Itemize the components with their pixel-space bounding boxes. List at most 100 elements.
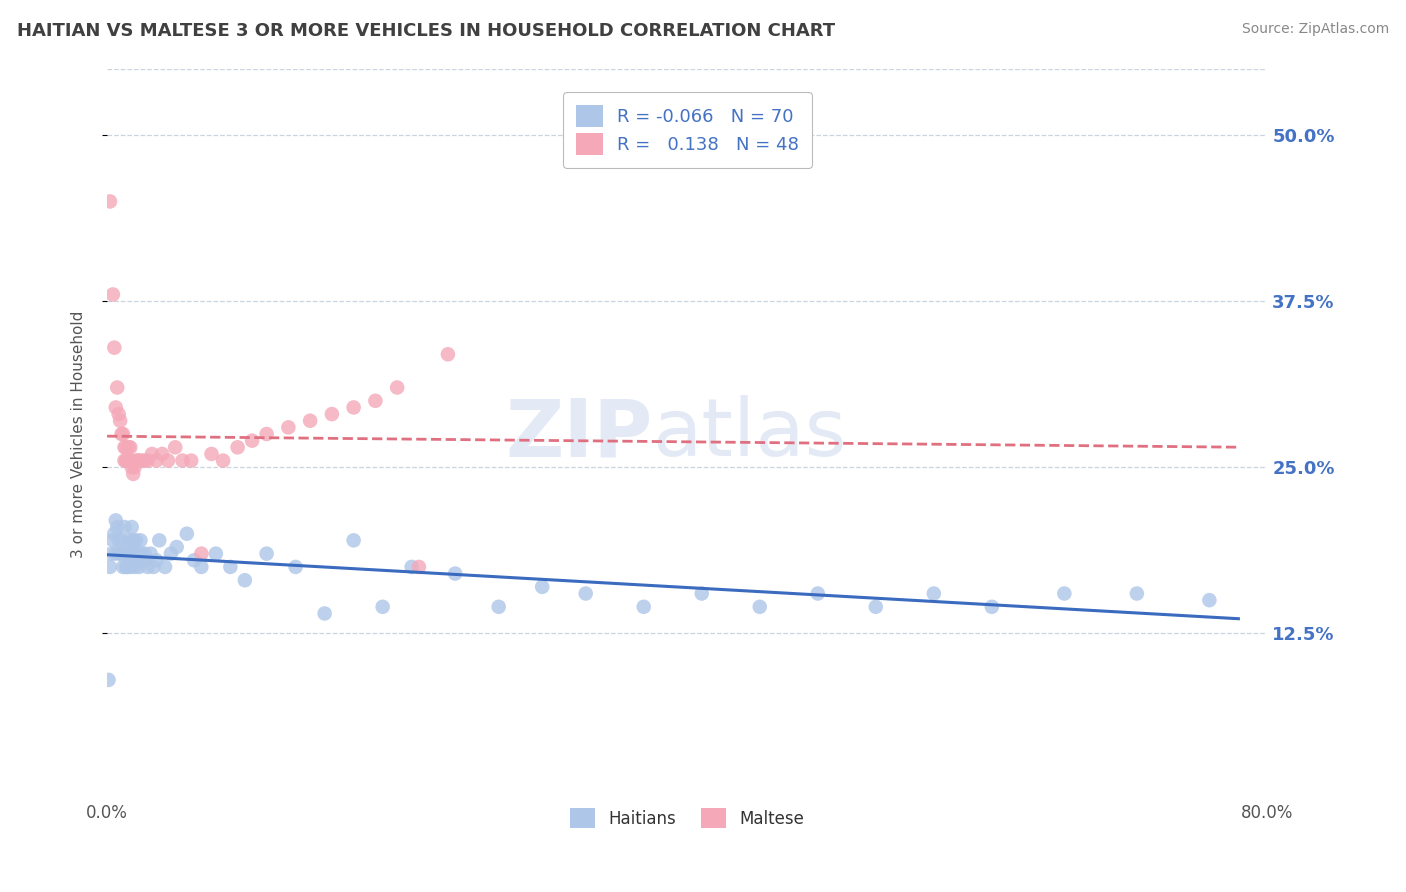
Point bbox=[205, 547, 228, 561]
Point bbox=[299, 414, 322, 428]
Point bbox=[531, 580, 554, 594]
Point bbox=[114, 453, 136, 467]
Point bbox=[314, 607, 336, 621]
Point bbox=[125, 453, 148, 467]
Point bbox=[865, 599, 887, 614]
Point bbox=[110, 427, 132, 442]
Point bbox=[136, 560, 159, 574]
Point bbox=[129, 533, 152, 548]
Text: HAITIAN VS MALTESE 3 OR MORE VEHICLES IN HOUSEHOLD CORRELATION CHART: HAITIAN VS MALTESE 3 OR MORE VEHICLES IN… bbox=[17, 22, 835, 40]
Point bbox=[105, 520, 128, 534]
Point bbox=[180, 453, 202, 467]
Point bbox=[240, 434, 263, 448]
Point bbox=[112, 427, 135, 442]
Point bbox=[128, 453, 150, 467]
Point bbox=[104, 513, 127, 527]
Point bbox=[160, 547, 183, 561]
Point bbox=[190, 547, 212, 561]
Point bbox=[136, 453, 159, 467]
Point bbox=[128, 560, 150, 574]
Point bbox=[103, 341, 125, 355]
Point bbox=[100, 547, 122, 561]
Point bbox=[122, 553, 145, 567]
Point bbox=[190, 560, 212, 574]
Point bbox=[1053, 586, 1076, 600]
Point bbox=[156, 453, 179, 467]
Point bbox=[150, 447, 173, 461]
Point bbox=[385, 380, 408, 394]
Point bbox=[401, 560, 423, 574]
Point bbox=[101, 533, 124, 548]
Point bbox=[110, 547, 132, 561]
Point bbox=[575, 586, 598, 600]
Point bbox=[980, 599, 1002, 614]
Point bbox=[120, 560, 142, 574]
Point bbox=[172, 453, 194, 467]
Point bbox=[142, 560, 165, 574]
Point bbox=[115, 560, 138, 574]
Y-axis label: 3 or more Vehicles in Household: 3 or more Vehicles in Household bbox=[72, 310, 86, 558]
Point bbox=[364, 393, 387, 408]
Point bbox=[131, 547, 153, 561]
Point bbox=[343, 401, 366, 415]
Point bbox=[807, 586, 830, 600]
Point bbox=[121, 520, 143, 534]
Point bbox=[256, 427, 278, 442]
Point bbox=[690, 586, 713, 600]
Point bbox=[132, 553, 155, 567]
Point bbox=[127, 453, 149, 467]
Point bbox=[120, 540, 142, 554]
Point bbox=[212, 453, 235, 467]
Point bbox=[226, 440, 249, 454]
Point bbox=[284, 560, 307, 574]
Point bbox=[117, 560, 139, 574]
Point bbox=[748, 599, 770, 614]
Point bbox=[121, 460, 143, 475]
Point bbox=[125, 533, 148, 548]
Point bbox=[118, 533, 141, 548]
Point bbox=[101, 287, 124, 301]
Point bbox=[1198, 593, 1220, 607]
Text: atlas: atlas bbox=[652, 395, 846, 473]
Point bbox=[108, 414, 131, 428]
Point bbox=[233, 573, 256, 587]
Point bbox=[131, 453, 153, 467]
Point bbox=[437, 347, 460, 361]
Point bbox=[148, 533, 170, 548]
Point bbox=[141, 447, 163, 461]
Point bbox=[219, 560, 242, 574]
Point bbox=[112, 560, 135, 574]
Point bbox=[200, 447, 222, 461]
Point bbox=[371, 599, 394, 614]
Point bbox=[145, 553, 167, 567]
Point bbox=[103, 526, 125, 541]
Point bbox=[118, 547, 141, 561]
Legend: Haitians, Maltese: Haitians, Maltese bbox=[564, 801, 811, 835]
Point bbox=[1126, 586, 1149, 600]
Point bbox=[165, 440, 187, 454]
Point bbox=[112, 547, 135, 561]
Point bbox=[125, 553, 148, 567]
Point bbox=[633, 599, 655, 614]
Point bbox=[124, 560, 146, 574]
Point bbox=[105, 380, 128, 394]
Text: ZIP: ZIP bbox=[505, 395, 652, 473]
Point bbox=[107, 533, 129, 548]
Point bbox=[114, 520, 136, 534]
Point bbox=[107, 407, 129, 421]
Point bbox=[444, 566, 467, 581]
Point bbox=[176, 526, 198, 541]
Point bbox=[343, 533, 366, 548]
Point bbox=[115, 440, 138, 454]
Point bbox=[98, 194, 121, 209]
Point bbox=[117, 453, 139, 467]
Point bbox=[145, 453, 167, 467]
Point bbox=[120, 453, 142, 467]
Point bbox=[153, 560, 176, 574]
Point bbox=[256, 547, 278, 561]
Point bbox=[134, 453, 156, 467]
Point bbox=[110, 533, 132, 548]
Point bbox=[127, 547, 149, 561]
Point bbox=[124, 460, 146, 475]
Point bbox=[134, 547, 156, 561]
